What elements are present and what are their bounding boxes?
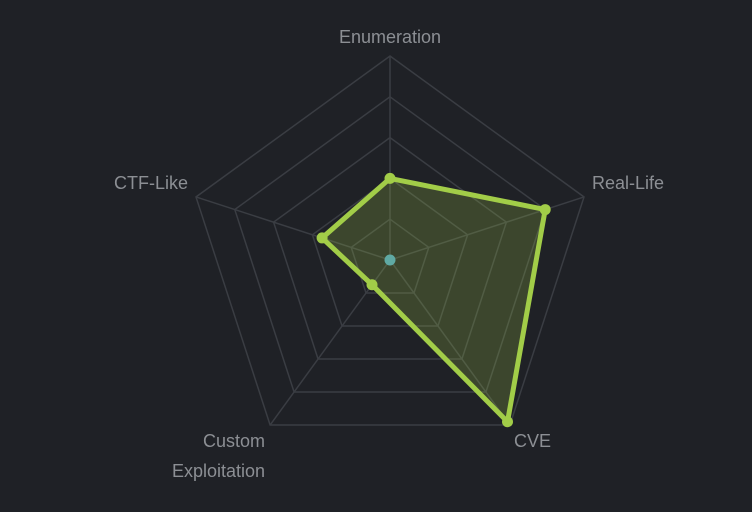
center-dot [384, 254, 396, 266]
axis-label-line: Exploitation [172, 461, 265, 481]
series-layer [316, 172, 551, 428]
data-point-5 [316, 232, 328, 244]
series-area-1 [319, 175, 548, 425]
axis-label-1: Enumeration [339, 27, 441, 47]
grid-ring-5 [195, 55, 585, 426]
axis-label-5: CTF-Like [114, 173, 188, 193]
axis-label-line: CTF-Like [114, 173, 188, 193]
axis-label-layer: Enumeration Real-Life CVE Custom Exploitatio… [114, 27, 664, 481]
spoke-layer [195, 56, 585, 426]
axis-spoke-5 [195, 196, 391, 261]
axis-label-2: Real-Life [592, 173, 664, 193]
data-point-3 [502, 416, 514, 428]
axis-spoke-2 [389, 196, 585, 261]
grid-ring-3 [272, 136, 508, 360]
grid-layer [195, 55, 585, 426]
data-point-4 [366, 279, 378, 291]
grid-ring-4 [233, 95, 547, 393]
axis-spoke-3 [389, 259, 511, 426]
axis-label-line: Enumeration [339, 27, 441, 47]
data-point-2 [539, 204, 551, 216]
axis-label-line: Real-Life [592, 173, 664, 193]
axis-label-line: CVE [514, 431, 551, 451]
data-point-1 [384, 172, 396, 184]
axis-label-3: CVE [514, 431, 551, 451]
axis-label-line: Custom [203, 431, 265, 451]
grid-ring-2 [311, 177, 469, 327]
axis-label-4: Custom Exploitation [172, 431, 265, 481]
grid-ring-1 [350, 218, 430, 294]
